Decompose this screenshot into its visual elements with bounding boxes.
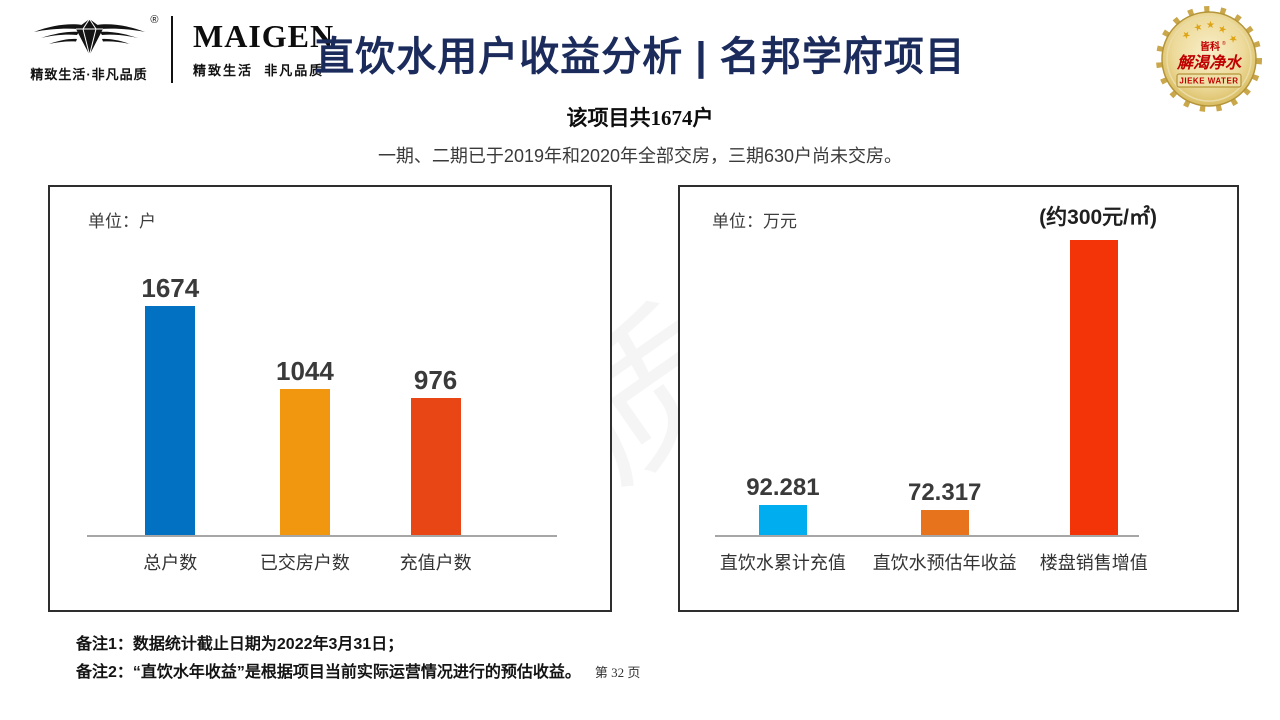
- intro-subline: 一期、二期已于2019年和2020年全部交房，三期630户尚未交房。: [377, 146, 903, 166]
- badge-brand: 皆科: [1200, 40, 1220, 53]
- bar-group: 72.317 直饮水预估年收益: [873, 479, 1017, 574]
- bar: [279, 389, 330, 535]
- per-sqm-annotation: (约300元/㎡): [1039, 206, 1157, 229]
- bar-category-label: 充值户数: [399, 553, 472, 573]
- badge-registered-mark: ®: [1222, 40, 1226, 47]
- diamond-logo-icon: ®: [32, 14, 159, 58]
- badge-star-icon: ★: [1216, 23, 1228, 36]
- bar-group: 92.281 直饮水累计充值: [720, 474, 846, 574]
- unit-label: 单位：万元: [712, 212, 797, 231]
- bar-value-label: 1044: [275, 356, 334, 386]
- diamond-wings-icon: [33, 18, 145, 56]
- bar-value-label: 72.317: [907, 479, 982, 506]
- bar-category-label: 总户数: [143, 553, 198, 573]
- bar-category-label: 楼盘销售增值: [1039, 553, 1148, 573]
- bar-value-label: 92.281: [746, 474, 820, 501]
- brand-name: MAIGEN: [193, 18, 335, 54]
- bar-value-label: 1674: [141, 273, 200, 303]
- footnote-2: 备注2：“直饮水年收益”是根据项目当前实际运营情况进行的预估收益。: [76, 664, 581, 681]
- page-number: 第 32 页: [594, 665, 641, 680]
- maigen-logo-left: ® 精致生活·非凡品质: [25, 14, 159, 83]
- badge-star-icon: ★: [1192, 21, 1204, 34]
- households-chart-panel: 单位：户 1674 总户数 1044 已交房户数 976 充值户数: [48, 185, 612, 612]
- bars-area: 92.281 直饮水累计充值 72.317 直饮水预估年收益 楼盘销售增值: [702, 240, 1162, 574]
- brand-tagline: 精致生活 非凡品质: [193, 63, 325, 78]
- footnote-1: 备注1：数据统计截止日期为2022年3月31日；: [76, 636, 404, 653]
- registered-mark: ®: [150, 14, 159, 26]
- bar-value-label: 976: [413, 365, 458, 395]
- bar-category-label: 已交房户数: [259, 553, 350, 573]
- bars-area: 1674 总户数 1044 已交房户数 976 充值户数: [103, 273, 499, 573]
- logo-tagline: 精致生活·非凡品质: [30, 67, 148, 82]
- unit-label: 单位：户: [88, 212, 156, 231]
- bar: [410, 398, 461, 535]
- bar: [145, 306, 196, 535]
- intro-headline: 该项目共1674户: [566, 106, 714, 130]
- bar-category-label: 直饮水预估年收益: [872, 553, 1017, 573]
- bar: [920, 510, 969, 535]
- maigen-logo-block: ® 精致生活·非凡品质 MAIGEN 精致生活 非凡品质: [25, 14, 334, 83]
- badge-star-icon: ★: [1206, 20, 1215, 31]
- bar: [1069, 240, 1118, 535]
- jieke-water-badge-icon: ★ ★ ★ ★ ★ 皆科 ® 解渴净水 JIEKE WATER: [1156, 6, 1262, 112]
- bar-group: 1674 总户数: [141, 273, 200, 573]
- bar-group: 1044 已交房户数: [260, 356, 350, 573]
- bar: [758, 505, 807, 535]
- revenue-chart-panel: 单位：万元 (约300元/㎡) 92.281 直饮水累计充值 72.317 直饮水预估…: [678, 185, 1239, 612]
- x-axis-line: [87, 535, 557, 537]
- bar-category-label: 直饮水累计充值: [719, 553, 846, 573]
- badge-subtitle: JIEKE WATER: [1179, 77, 1238, 86]
- x-axis-line: [715, 535, 1139, 537]
- badge-name: 解渴净水: [1176, 54, 1243, 72]
- bar-group: 976 充值户数: [400, 365, 472, 573]
- page-title: 直饮水用户收益分析 | 名邦学府项目: [314, 35, 966, 79]
- maigen-logo-right: MAIGEN 精致生活 非凡品质: [171, 16, 334, 83]
- footnotes: 备注1：数据统计截止日期为2022年3月31日； 备注2：“直饮水年收益”是根据…: [76, 631, 640, 687]
- bar-group: 楼盘销售增值: [1040, 240, 1148, 573]
